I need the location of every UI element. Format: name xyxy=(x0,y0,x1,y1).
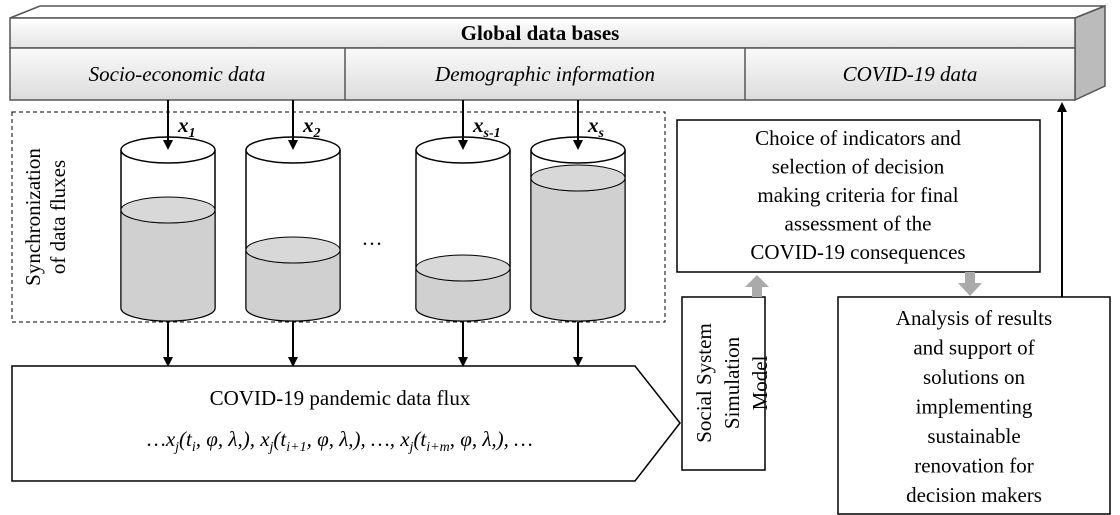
cylinder-level xyxy=(245,236,341,264)
box-line: Simulation xyxy=(720,336,744,429)
model-box xyxy=(681,296,766,471)
box-line: solutions on xyxy=(923,365,1026,389)
box-line: selection of decision xyxy=(772,155,945,179)
grey-arrow xyxy=(745,275,769,297)
source: Socio-economic data xyxy=(89,62,266,86)
cylinder-level xyxy=(530,164,626,192)
formula-sub: i xyxy=(192,440,196,455)
formula-sub: j xyxy=(408,440,414,455)
source: Demographic information xyxy=(434,62,655,86)
box-line: decision makers xyxy=(906,483,1042,507)
input-base: x xyxy=(302,113,314,137)
cylinder-level xyxy=(120,196,216,224)
box-line: COVID-19 consequences xyxy=(750,240,965,264)
sync-label: Synchronization of data fluxes xyxy=(21,148,70,286)
flux-arrow xyxy=(11,365,681,482)
sync-line: Synchronization xyxy=(21,148,45,286)
cylinder-level xyxy=(415,254,511,282)
title: Global data bases xyxy=(461,21,620,45)
input-base: x xyxy=(587,113,599,137)
formula-text: (t xyxy=(273,427,287,451)
formula-text: …x xyxy=(147,427,176,451)
cylinders: x1 x2 xs-1 xs xyxy=(120,100,626,367)
box-line: renovation for xyxy=(914,454,1034,478)
sync-line: of data fluxes xyxy=(46,160,70,274)
model-text: Social System Simulation Model xyxy=(692,323,772,443)
box-line: implementing xyxy=(916,395,1033,419)
formula-sub: i+1 xyxy=(286,440,306,455)
box-line: making criteria for final xyxy=(757,183,958,207)
input-sub: s xyxy=(598,126,605,141)
cylinder-fill xyxy=(530,177,626,322)
flux-formula: …xj(ti, φ, λ,), xj(ti+1, φ, λ,), …, xj(t… xyxy=(147,427,533,455)
box-line: and support of xyxy=(913,336,1034,360)
formula-sub: i+m xyxy=(426,440,449,455)
box-line: sustainable xyxy=(927,424,1020,448)
ellipsis: … xyxy=(362,226,383,250)
formula-sub: j xyxy=(268,440,274,455)
cylinder-fill xyxy=(120,209,216,322)
input-label: x1 xyxy=(177,113,196,141)
database-slab xyxy=(9,4,1106,102)
choice-box xyxy=(676,119,1041,273)
formula-sub: j xyxy=(173,440,179,455)
box-line: Model xyxy=(748,355,772,410)
choice-text: Choice of indicators and selection of dec… xyxy=(750,126,965,264)
formula-text: (t xyxy=(413,427,427,451)
formula-text: , φ, λ,), …, x xyxy=(307,427,411,451)
input-base: x xyxy=(177,113,189,137)
input-label: xs-1 xyxy=(472,113,501,141)
box-line: Social System xyxy=(692,323,716,443)
formula-text: , φ, λ,), x xyxy=(196,427,270,451)
formula-text: , φ, λ,), … xyxy=(450,427,533,451)
input-label: xs xyxy=(587,113,605,141)
input-label: x2 xyxy=(302,113,321,141)
box-line: assessment of the xyxy=(785,212,932,236)
analysis-text: Analysis of results and support of solutio… xyxy=(896,306,1052,507)
input-sub: 2 xyxy=(313,126,321,141)
input-sub: 1 xyxy=(189,126,196,141)
analysis-box xyxy=(837,296,1111,515)
box-line: Analysis of results xyxy=(896,306,1052,330)
formula-text: (t xyxy=(179,427,193,451)
input-sub: s-1 xyxy=(483,126,501,141)
source: COVID-19 data xyxy=(843,62,978,86)
box-line: Choice of indicators and xyxy=(755,126,961,150)
grey-arrow xyxy=(958,272,982,296)
sync-box xyxy=(11,111,666,323)
input-base: x xyxy=(472,113,484,137)
flux-title: COVID-19 pandemic data flux xyxy=(210,386,471,410)
